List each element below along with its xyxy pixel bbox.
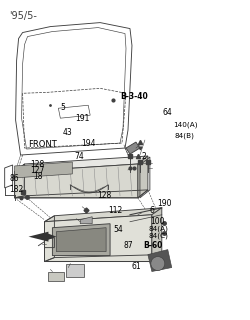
Text: 43: 43 bbox=[62, 128, 72, 137]
Text: 2: 2 bbox=[141, 152, 146, 161]
Text: 6: 6 bbox=[150, 206, 155, 215]
Text: '95/5-: '95/5- bbox=[9, 11, 36, 21]
Text: 128: 128 bbox=[98, 190, 112, 200]
Text: 87: 87 bbox=[124, 241, 134, 250]
Text: 84(B): 84(B) bbox=[175, 133, 195, 139]
Polygon shape bbox=[14, 162, 72, 178]
Polygon shape bbox=[56, 228, 106, 252]
Polygon shape bbox=[14, 164, 138, 198]
Text: 74: 74 bbox=[75, 152, 85, 161]
Polygon shape bbox=[28, 232, 56, 242]
Text: 18: 18 bbox=[33, 172, 42, 181]
Polygon shape bbox=[148, 250, 172, 271]
Polygon shape bbox=[48, 271, 64, 282]
Text: B-60: B-60 bbox=[144, 241, 163, 250]
Polygon shape bbox=[52, 224, 110, 256]
Text: 64: 64 bbox=[162, 108, 172, 117]
Text: 190: 190 bbox=[157, 198, 172, 207]
Text: 140(A): 140(A) bbox=[174, 121, 198, 128]
Polygon shape bbox=[80, 217, 92, 224]
Text: 84(C): 84(C) bbox=[148, 233, 169, 239]
Text: 84(A): 84(A) bbox=[148, 226, 169, 232]
Polygon shape bbox=[152, 208, 162, 261]
Text: B-3-40: B-3-40 bbox=[120, 92, 148, 101]
Circle shape bbox=[151, 257, 165, 270]
Polygon shape bbox=[66, 264, 84, 277]
Text: FRONT: FRONT bbox=[28, 140, 57, 149]
Text: 100: 100 bbox=[150, 217, 164, 226]
Polygon shape bbox=[44, 208, 162, 222]
Text: 191: 191 bbox=[75, 114, 89, 123]
Polygon shape bbox=[138, 156, 148, 198]
Text: 128: 128 bbox=[30, 160, 44, 169]
Text: 182: 182 bbox=[10, 185, 24, 194]
Polygon shape bbox=[44, 215, 152, 261]
Text: 127: 127 bbox=[30, 166, 44, 175]
Text: 54: 54 bbox=[114, 225, 124, 234]
Polygon shape bbox=[14, 156, 148, 172]
Text: 5: 5 bbox=[60, 103, 65, 112]
Text: 112: 112 bbox=[108, 206, 122, 215]
Text: 61: 61 bbox=[131, 262, 141, 271]
Text: 86: 86 bbox=[10, 174, 19, 183]
Text: 194: 194 bbox=[82, 139, 96, 148]
Polygon shape bbox=[126, 142, 140, 154]
